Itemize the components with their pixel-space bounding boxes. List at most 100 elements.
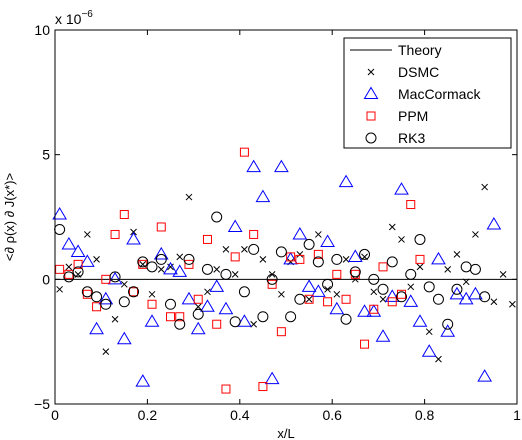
x-axis-label: x/L [277, 426, 294, 440]
maccormack-point [292, 226, 308, 240]
maccormack-point [421, 344, 437, 357]
ppm-point [55, 264, 65, 274]
maccormack-point [79, 254, 95, 267]
ppm-point [147, 299, 157, 309]
dsmc-point [83, 231, 91, 238]
rk3-point [349, 266, 361, 278]
series-maccormack [52, 159, 502, 387]
rk3-point [211, 211, 223, 223]
maccormack-point [209, 279, 225, 292]
ppm-point [202, 234, 212, 244]
dsmc-point [194, 303, 202, 311]
legend-label-maccormack: MacCormack [398, 86, 481, 102]
ppm-point [295, 254, 305, 264]
dsmc-point [120, 280, 128, 288]
ppm-point [323, 297, 333, 307]
rk3-point [451, 283, 463, 295]
ppm-point [286, 252, 296, 262]
maccormack-point [200, 299, 215, 312]
ppm-point [387, 297, 397, 307]
maccormack-point [246, 159, 262, 173]
rk3-point [238, 286, 250, 298]
maccormack-point [338, 174, 354, 188]
maccormack-point [431, 251, 446, 265]
dsmc-point [185, 193, 193, 201]
ppm-point [156, 222, 166, 232]
y-tick-label: 10 [34, 22, 50, 38]
maccormack-point [255, 189, 271, 203]
rk3-point [396, 291, 407, 303]
ppm-point [221, 384, 231, 394]
rk3-point [248, 243, 260, 255]
maccormack-point [237, 314, 252, 327]
maccormack-point [347, 249, 363, 262]
data-marks [52, 147, 517, 394]
rk3-point [303, 238, 315, 250]
ppm-point [249, 229, 259, 239]
legend-rk3-swatch [365, 132, 377, 144]
ppm-point [239, 147, 249, 157]
ppm-point [267, 279, 277, 289]
rk3-point [165, 298, 176, 310]
ppm-point [378, 262, 388, 272]
rk3-point [312, 256, 324, 268]
legend-label-theory: Theory [398, 42, 442, 58]
rk3-point [91, 291, 103, 303]
rk3-point [423, 281, 435, 293]
maccormack-point [70, 244, 86, 257]
ppm-point [193, 294, 203, 304]
rk3-point [377, 283, 389, 295]
dsmc-point [398, 236, 405, 243]
maccormack-point [98, 291, 114, 305]
maccormack-point [301, 279, 317, 292]
ppm-point [313, 249, 323, 259]
ppm-point [341, 294, 351, 304]
rk3-point [146, 261, 158, 273]
rk3-point [174, 318, 186, 330]
ppm-point [360, 339, 370, 349]
dsmc-point [222, 246, 230, 253]
maccormack-point [283, 251, 298, 265]
ppm-point [406, 200, 416, 210]
rk3-point [109, 271, 121, 283]
rk3-point [229, 316, 241, 328]
rk3-point [192, 308, 204, 320]
dsmc-point [435, 355, 442, 363]
legend-dsmc-swatch [367, 68, 375, 76]
ppm-point [92, 302, 102, 312]
ppm-point [230, 252, 240, 262]
x-tick-label: 0.8 [415, 407, 435, 423]
rk3-point [442, 318, 454, 330]
dsmc-point [305, 295, 313, 303]
ppm-point [369, 304, 379, 314]
rk3-point [128, 286, 140, 298]
rk3-point [63, 271, 75, 283]
dsmc-point [296, 251, 304, 258]
rk3-point [405, 268, 417, 280]
maccormack-point [412, 314, 428, 327]
legend: Theory DSMC MacCormack PPM RK3 [343, 37, 512, 149]
dsmc-point [370, 288, 378, 296]
maccormack-point [403, 294, 419, 307]
rk3-point [285, 311, 297, 323]
rk3-point [81, 286, 93, 298]
maccormack-point [384, 289, 400, 302]
rk3-point [331, 253, 343, 265]
legend-box [343, 37, 512, 149]
dsmc-point [379, 295, 387, 303]
dsmc-point [388, 223, 396, 231]
x-tick-label: 0.2 [138, 407, 158, 423]
maccormack-point [116, 331, 132, 345]
maccormack-point [135, 374, 151, 387]
ppm-point [101, 274, 111, 284]
rk3-point [322, 278, 334, 290]
maccormack-point [126, 231, 141, 245]
maccormack-point [153, 246, 169, 260]
rk3-point [432, 293, 444, 305]
legend-label-rk3: RK3 [398, 130, 425, 146]
rk3-point [368, 273, 380, 285]
dsmc-point [453, 251, 461, 258]
maccormack-point [89, 321, 104, 335]
maccormack-point [61, 236, 77, 250]
